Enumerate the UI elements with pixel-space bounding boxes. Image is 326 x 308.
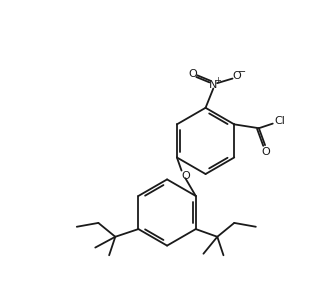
Text: O: O xyxy=(233,71,242,81)
Text: Cl: Cl xyxy=(274,116,285,125)
Text: N: N xyxy=(209,80,217,90)
Text: +: + xyxy=(214,76,221,85)
Text: O: O xyxy=(181,171,190,181)
Text: O: O xyxy=(188,69,197,79)
Text: O: O xyxy=(261,147,270,157)
Text: −: − xyxy=(239,67,246,77)
